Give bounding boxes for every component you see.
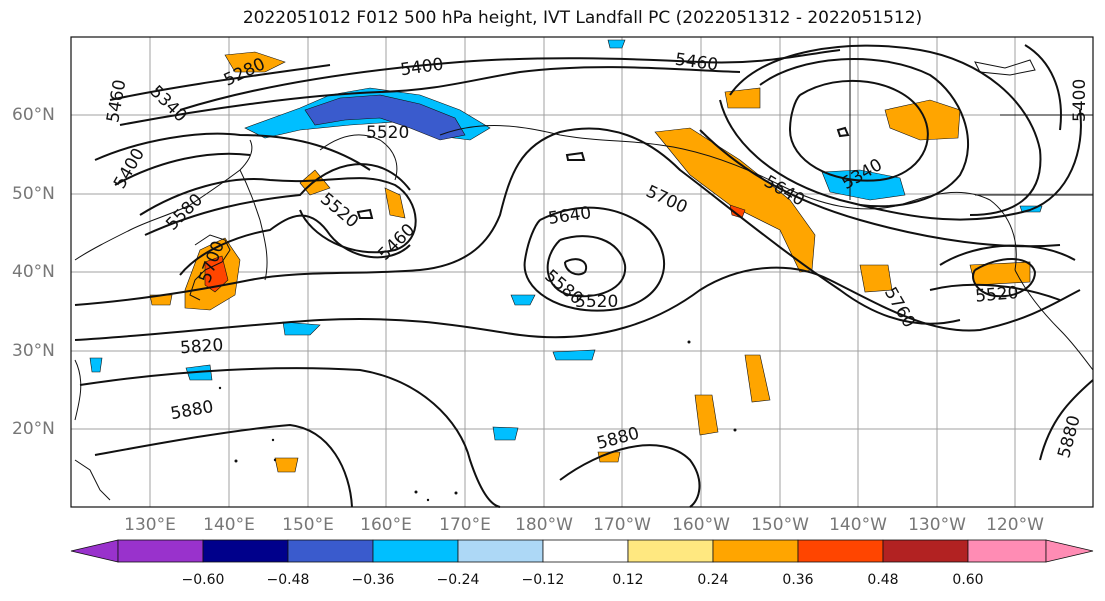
colorbar-extend-low	[70, 539, 119, 563]
contour-label: 5460	[103, 78, 130, 124]
contour-label: 5400	[1070, 79, 1090, 122]
colorbar-bin	[627, 539, 714, 563]
lon-label: 180°W	[515, 515, 573, 535]
figure-title: 2022051012 F012 500 hPa height, IVT Land…	[242, 8, 923, 28]
colorbar-tick-label: 0.60	[952, 572, 984, 588]
colorbar	[70, 539, 1094, 563]
contour-label: 5640	[547, 203, 593, 229]
colorbar-tick-label: 0.48	[867, 572, 899, 588]
lat-label: 60°N	[12, 105, 55, 125]
lon-label: 150°E	[282, 515, 334, 535]
colorbar-bin	[457, 539, 544, 563]
contour-label: 5820	[179, 335, 224, 358]
islands	[218, 340, 737, 502]
coastlines	[74, 37, 1094, 501]
colorbar-extend-high	[1045, 539, 1094, 563]
lon-label: 140°E	[203, 515, 255, 535]
colorbar-tick-label: 0.36	[782, 572, 814, 588]
colorbar-bin	[202, 539, 289, 563]
colorbar-bin	[712, 539, 799, 563]
colorbar-tick-label: −0.36	[351, 572, 395, 588]
lon-label: 120°W	[986, 515, 1044, 535]
contour-label: 5520	[575, 292, 618, 312]
lat-label: 30°N	[12, 341, 55, 361]
lon-label: 170°W	[593, 515, 651, 535]
colorbar-bin	[542, 539, 629, 563]
ivt-negative-shading	[89, 39, 1043, 441]
ivt-positive-shading	[149, 51, 1031, 473]
colorbar-tick-label: 0.24	[697, 572, 729, 588]
lon-label: 140°W	[829, 515, 887, 535]
lon-label: 160°E	[360, 515, 412, 535]
lon-label: 160°W	[672, 515, 730, 535]
height-contours	[74, 44, 1094, 508]
colorbar-bin	[967, 539, 1047, 563]
colorbar-bin	[797, 539, 884, 563]
lon-label: 170°E	[439, 515, 491, 535]
contour-label: 5520	[366, 123, 409, 143]
contour-label: 5460	[674, 50, 720, 76]
lon-label: 130°E	[124, 515, 176, 535]
lon-label: 130°W	[908, 515, 966, 535]
lat-label: 40°N	[12, 262, 55, 282]
colorbar-tick-label: 0.12	[612, 572, 644, 588]
colorbar-bin	[372, 539, 459, 563]
colorbar-tick-label: −0.48	[266, 572, 310, 588]
contour-label: 5400	[399, 55, 445, 81]
colorbar-bin	[117, 539, 204, 563]
contour-label: 5580	[162, 190, 207, 235]
contour-label: 5880	[1054, 413, 1085, 460]
contour-label: 5460	[374, 220, 419, 265]
colorbar-bin	[287, 539, 374, 563]
contour-label: 5520	[974, 283, 1019, 307]
colorbar-tick-label: −0.24	[436, 572, 480, 588]
lat-label: 50°N	[12, 184, 55, 204]
colorbar-bin	[882, 539, 969, 563]
colorbar-tick-label: −0.12	[521, 572, 565, 588]
lon-label: 150°W	[751, 515, 809, 535]
contour-label: 5700	[643, 182, 691, 218]
map-frame	[70, 36, 1094, 508]
contour-label: 5880	[169, 397, 215, 424]
lat-label: 20°N	[12, 419, 55, 439]
colorbar-tick-label: −0.60	[181, 572, 225, 588]
